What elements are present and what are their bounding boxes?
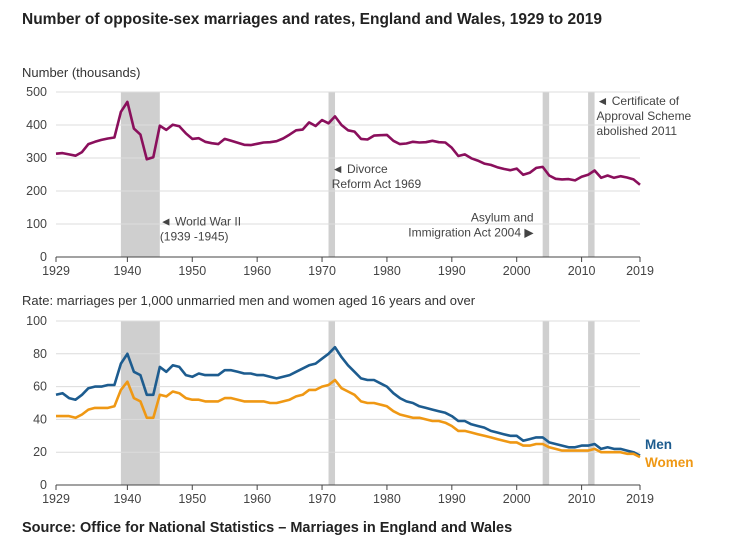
- top-y-axis-label: Number (thousands): [22, 65, 141, 80]
- bottom-y-tick-label: 20: [33, 445, 47, 459]
- top-shaded-period-2011: [588, 92, 595, 257]
- top-y-tick-label: 200: [26, 184, 47, 198]
- bottom-x-tick-label: 1990: [438, 492, 466, 506]
- bottom-x-tick-label: 2000: [503, 492, 531, 506]
- bottom-y-tick-label: 100: [26, 314, 47, 328]
- bottom-y-tick-label: 40: [33, 412, 47, 426]
- rates-panel: Rate: marriages per 1,000 unmarried men …: [22, 293, 694, 506]
- top-y-tick-label: 500: [26, 85, 47, 99]
- bottom-x-tick-label: 1970: [308, 492, 336, 506]
- bottom-shaded-period-1971: [328, 321, 336, 485]
- bottom-x-tick-label: 1980: [373, 492, 401, 506]
- bottom-shaded-period-2011: [588, 321, 595, 485]
- bottom-y-tick-label: 0: [40, 478, 47, 492]
- top-series-line-marriages: [55, 100, 641, 186]
- top-y-tick-label: 100: [26, 217, 47, 231]
- bottom-x-tick-label: 2010: [568, 492, 596, 506]
- bottom-x-tick-label: 1950: [178, 492, 206, 506]
- top-x-tick-label: 1940: [113, 264, 141, 278]
- bottom-y-tick-label: 80: [33, 347, 47, 361]
- marriages-panel: Number (thousands) 0 100 200 300 400 500 1929 1…: [22, 65, 692, 278]
- annotation-3: ◄ Certificate of Approval Scheme abolished…: [597, 94, 692, 138]
- bottom-series-line-men: [55, 345, 641, 457]
- legend-women: Women: [645, 455, 694, 470]
- bottom-x-tick-label: 1940: [113, 492, 141, 506]
- source-note: Source: Office for National Statistics –…: [22, 520, 513, 536]
- top-x-tick-label: 1960: [243, 264, 271, 278]
- top-x-tick-label: 2010: [568, 264, 596, 278]
- top-x-tick-label: 1980: [373, 264, 401, 278]
- bottom-x-tick-label: 1929: [42, 492, 70, 506]
- annotation-0: ◄ World War II (1939 -1945): [160, 215, 241, 244]
- top-shaded-period-2004: [542, 92, 550, 257]
- bottom-y-axis-label: Rate: marriages per 1,000 unmarried men …: [22, 293, 476, 308]
- top-x-tick-label: 1950: [178, 264, 206, 278]
- annotation-2: Asylum and Immigration Act 2004 ▶: [408, 210, 534, 239]
- top-y-tick-label: 0: [40, 250, 47, 264]
- bottom-series-line-women: [56, 378, 641, 459]
- bottom-x-tick-label: 1960: [243, 492, 271, 506]
- legend-men: Men: [645, 437, 672, 452]
- top-y-tick-label: 300: [26, 151, 47, 165]
- top-x-tick-label: 2019: [626, 264, 654, 278]
- top-shaded-period-1939: [120, 92, 160, 257]
- bottom-x-tick-label: 2019: [626, 492, 654, 506]
- top-shaded-period-1971: [328, 92, 336, 257]
- bottom-shaded-period-2004: [542, 321, 550, 485]
- top-x-tick-label: 2000: [503, 264, 531, 278]
- annotation-1: ◄ Divorce Reform Act 1969: [332, 162, 422, 191]
- bottom-y-tick-label: 60: [33, 380, 47, 394]
- top-x-tick-label: 1970: [308, 264, 336, 278]
- top-x-tick-label: 1990: [438, 264, 466, 278]
- top-y-tick-label: 400: [26, 118, 47, 132]
- chart-title: Number of opposite-sex marriages and rat…: [22, 11, 603, 28]
- top-x-tick-label: 1929: [42, 264, 70, 278]
